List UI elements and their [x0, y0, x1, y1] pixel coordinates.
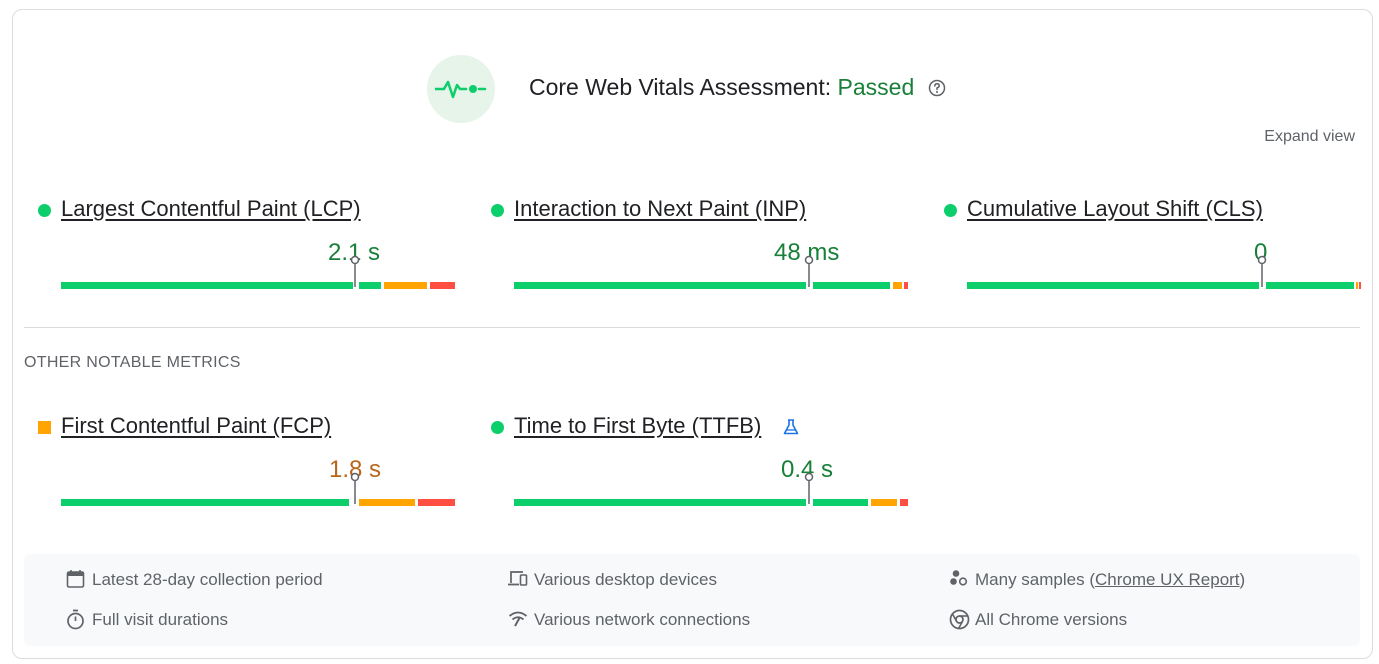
core-web-vitals-card [12, 9, 1373, 659]
bar-poor-segment [1359, 282, 1361, 289]
bar-good-segment [1266, 282, 1354, 289]
metric-fcp: First Contentful Paint (FCP) 1.8 s [38, 413, 455, 513]
data-info-panel: Latest 28-day collection period Full vis… [24, 554, 1360, 646]
metric-marker [1257, 255, 1267, 287]
assessment-status: Passed [837, 74, 915, 100]
bar-good-segment [61, 499, 349, 506]
stopwatch-icon [67, 609, 84, 630]
info-text: Full visit durations [92, 610, 229, 629]
bar-poor-segment [418, 499, 455, 506]
other-metrics-heading: OTHER NOTABLE METRICS [24, 354, 241, 371]
metric-name-link[interactable]: Interaction to Next Paint (INP) [514, 196, 807, 221]
bar-average-segment [893, 282, 902, 289]
bar-average-segment [1356, 282, 1358, 289]
assessment-label: Core Web Vitals Assessment: [529, 74, 832, 100]
assessment-title: Core Web Vitals Assessment: Passed [529, 74, 914, 101]
distribution-bar [514, 282, 908, 289]
distribution-bar [61, 499, 455, 506]
calendar-icon [66, 570, 85, 588]
pulse-icon [435, 80, 487, 99]
metric-marker [350, 255, 360, 287]
section-divider [24, 327, 1360, 328]
vitals-badge [427, 55, 495, 123]
good-indicator [491, 421, 504, 434]
metric-lcp: Largest Contentful Paint (LCP) 2.1 s [38, 196, 455, 296]
distribution-bar [967, 282, 1361, 289]
help-icon[interactable] [928, 79, 946, 97]
bar-average-segment [359, 499, 415, 506]
metric-marker [804, 255, 814, 287]
bar-good-segment [514, 499, 806, 506]
average-indicator [38, 421, 51, 434]
devices-icon [508, 571, 528, 586]
info-text: Various network connections [534, 610, 751, 629]
distribution-bar [514, 499, 908, 506]
metric-name-link[interactable]: Largest Contentful Paint (LCP) [61, 196, 361, 221]
metric-cls: Cumulative Layout Shift (CLS) 0 [944, 196, 1361, 296]
samples-suffix: ) [1239, 570, 1246, 589]
info-text: Latest 28-day collection period [92, 570, 323, 589]
metric-marker [350, 472, 360, 504]
good-indicator [38, 204, 51, 217]
good-indicator [491, 204, 504, 217]
bar-poor-segment [900, 499, 908, 506]
bar-good-segment [813, 282, 890, 289]
metric-inp: Interaction to Next Paint (INP) 48 ms [491, 196, 908, 296]
bar-average-segment [871, 499, 897, 506]
chrome-ux-report-link[interactable]: Chrome UX Report [1094, 570, 1240, 589]
bar-good-segment [359, 282, 381, 289]
samples-prefix: Many samples ( [975, 570, 1095, 589]
samples-icon [950, 570, 968, 586]
chrome-icon [949, 609, 970, 630]
good-indicator [944, 204, 957, 217]
bar-good-segment [813, 499, 868, 506]
info-text: Various desktop devices [534, 570, 718, 589]
metric-name-link[interactable]: Cumulative Layout Shift (CLS) [967, 196, 1263, 221]
bar-good-segment [61, 282, 353, 289]
info-text: Many samples (Chrome UX Report) [975, 570, 1245, 590]
metric-ttfb: Time to First Byte (TTFB) 0.4 s [491, 413, 908, 513]
distribution-bar [61, 282, 455, 289]
info-text: All Chrome versions [975, 610, 1128, 629]
metric-marker [804, 472, 814, 504]
flask-icon [783, 419, 799, 435]
metric-name-link[interactable]: First Contentful Paint (FCP) [61, 413, 332, 438]
bar-average-segment [384, 282, 427, 289]
bar-poor-segment [904, 282, 908, 289]
bar-poor-segment [430, 282, 455, 289]
bar-good-segment [967, 282, 1259, 289]
bar-good-segment [514, 282, 806, 289]
network-icon [508, 611, 528, 627]
expand-view-link[interactable]: Expand view [1264, 128, 1355, 145]
metric-name-link[interactable]: Time to First Byte (TTFB) [514, 413, 762, 438]
